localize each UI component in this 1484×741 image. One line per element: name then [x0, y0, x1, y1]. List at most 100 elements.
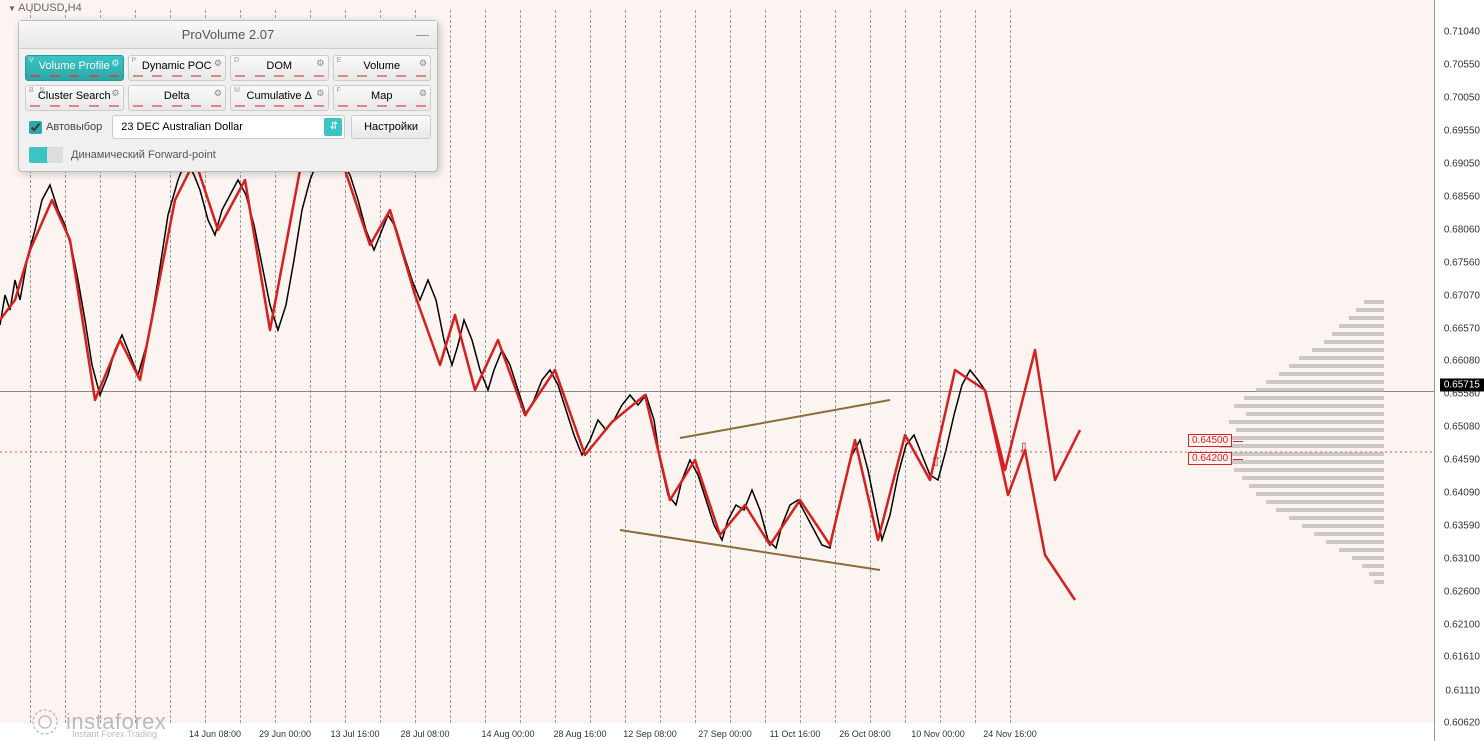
x-axis: 14 Jun 08:00 29 Jun 00:00 13 Jul 16:00 28 J… — [0, 723, 1434, 741]
volume-profile-bar — [1234, 404, 1384, 408]
tab-label: Volume — [363, 60, 400, 72]
y-tick-label: 0.68560 — [1444, 191, 1480, 202]
autopick-checkbox[interactable]: Автовыбор — [25, 117, 106, 138]
gear-icon[interactable]: ⚙ — [316, 58, 324, 69]
y-tick-label: 0.63100 — [1444, 553, 1480, 564]
volume-profile-bar — [1266, 380, 1384, 384]
volume-profile-bar — [1246, 412, 1384, 416]
forward-point-label: Динамический Forward-point — [71, 149, 216, 161]
y-tick-label: 0.64090 — [1444, 488, 1480, 499]
panel-tab-cumulative-[interactable]: M⚙Cumulative Δ — [230, 85, 329, 111]
y-tick-label: 0.64590 — [1444, 454, 1480, 465]
volume-profile-bar — [1349, 316, 1384, 320]
volume-profile-bar — [1256, 388, 1384, 392]
volume-profile-bar — [1314, 532, 1384, 536]
watermark-tagline: Instant Forex Trading — [72, 729, 157, 739]
volume-profile-bar — [1249, 484, 1384, 488]
gear-icon[interactable]: ⚙ — [111, 58, 119, 69]
tab-label: Volume Profile — [39, 60, 110, 72]
volume-profile-bar — [1332, 332, 1384, 336]
x-tick-label: 12 Sep 08:00 — [623, 729, 677, 739]
volume-profile — [1214, 0, 1384, 723]
panel-title-text: ProVolume 2.07 — [182, 27, 275, 42]
volume-profile-bar — [1226, 460, 1384, 464]
y-tick-label: 0.68060 — [1444, 224, 1480, 235]
x-tick-label: 10 Nov 00:00 — [911, 729, 965, 739]
gear-icon[interactable]: ⚙ — [316, 88, 324, 99]
minimize-icon[interactable]: — — [416, 27, 429, 42]
provolume-panel: ProVolume 2.07 — V⚙Volume ProfileP⚙Dynam… — [18, 20, 438, 172]
volume-profile-bar — [1289, 364, 1384, 368]
panel-tab-dynamic-poc[interactable]: P ⚙Dynamic POC — [128, 55, 227, 81]
volume-profile-bar — [1352, 556, 1384, 560]
instrument-select[interactable]: 23 DEC Australian Dollar ⇵ — [112, 115, 345, 139]
volume-profile-bar — [1356, 308, 1384, 312]
arrow-down-icon: ⇩ — [1018, 440, 1030, 457]
panel-tab-volume[interactable]: E ⚙ Volume — [333, 55, 432, 81]
gear-icon[interactable]: ⚙ — [419, 88, 427, 99]
volume-profile-bar — [1324, 340, 1384, 344]
volume-profile-bar — [1369, 572, 1384, 576]
x-tick-label: 29 Jun 00:00 — [259, 729, 311, 739]
panel-tab-dom[interactable]: D ⚙ DOM — [230, 55, 329, 81]
volume-profile-bar — [1236, 428, 1384, 432]
gear-icon[interactable]: ⚙ — [214, 88, 222, 99]
tab-badge: V — [29, 57, 36, 64]
watermark-icon — [30, 707, 60, 737]
y-tick-label: 0.65080 — [1444, 422, 1480, 433]
gear-icon[interactable]: ⚙ — [419, 58, 427, 69]
y-tick-label: 0.63590 — [1444, 521, 1480, 532]
forward-point-toggle[interactable] — [29, 147, 63, 163]
tab-label: Dynamic POC — [142, 60, 212, 72]
volume-profile-bar — [1244, 396, 1384, 400]
y-axis: 0.710400.705500.700500.695500.690500.685… — [1434, 0, 1484, 741]
volume-profile-bar — [1224, 436, 1384, 440]
current-price-tag: 0.65715 — [1440, 379, 1484, 392]
y-tick-label: 0.69050 — [1444, 159, 1480, 170]
tab-badge: E — [337, 57, 344, 64]
volume-profile-bar — [1279, 372, 1384, 376]
x-tick-label: 14 Aug 00:00 — [481, 729, 534, 739]
volume-profile-bar — [1312, 348, 1384, 352]
x-tick-label: 28 Jul 08:00 — [400, 729, 449, 739]
symbol-label: AUDUSD,H4 — [8, 2, 82, 14]
panel-tab-delta[interactable]: ⚙Delta — [128, 85, 227, 111]
volume-profile-bar — [1289, 516, 1384, 520]
x-tick-label: 26 Oct 08:00 — [839, 729, 891, 739]
volume-profile-bar — [1374, 580, 1384, 584]
volume-profile-bar — [1299, 356, 1384, 360]
y-tick-label: 0.67070 — [1444, 290, 1480, 301]
price-tag: 0.64200 — [1188, 452, 1232, 465]
volume-profile-bar — [1302, 524, 1384, 528]
gear-icon[interactable]: ⚙ — [214, 58, 222, 69]
settings-button[interactable]: Настройки — [351, 115, 431, 139]
y-tick-label: 0.62600 — [1444, 586, 1480, 597]
volume-profile-bar — [1326, 540, 1384, 544]
volume-profile-bar — [1276, 508, 1384, 512]
instrument-value: 23 DEC Australian Dollar — [121, 121, 243, 133]
x-tick-label: 24 Nov 16:00 — [983, 729, 1037, 739]
volume-profile-bar — [1216, 452, 1384, 456]
x-tick-label: 13 Jul 16:00 — [330, 729, 379, 739]
volume-profile-bar — [1364, 300, 1384, 304]
tab-badge: F — [337, 87, 343, 94]
tab-badge: P — [132, 57, 139, 64]
y-tick-label: 0.69550 — [1444, 126, 1480, 137]
volume-profile-bar — [1362, 564, 1384, 568]
y-tick-label: 0.66080 — [1444, 356, 1480, 367]
y-tick-label: 0.71040 — [1444, 27, 1480, 38]
panel-title-bar[interactable]: ProVolume 2.07 — — [19, 21, 437, 49]
y-tick-label: 0.60620 — [1444, 718, 1480, 729]
volume-profile-bar — [1242, 476, 1384, 480]
panel-tab-map[interactable]: F⚙Map — [333, 85, 432, 111]
volume-profile-bar — [1219, 444, 1384, 448]
panel-tab-volume-profile[interactable]: V ⚙Volume Profile — [25, 55, 124, 81]
gear-icon[interactable]: ⚙ — [111, 88, 119, 99]
tab-badge: D — [234, 57, 241, 64]
arrow-up-icon: ⇧ — [930, 453, 942, 470]
volume-profile-bar — [1234, 468, 1384, 472]
tab-label: DOM — [266, 60, 292, 72]
panel-tab-cluster-search[interactable]: B N⚙Cluster Search — [25, 85, 124, 111]
volume-profile-bar — [1339, 324, 1384, 328]
x-tick-label: 14 Jun 08:00 — [189, 729, 241, 739]
